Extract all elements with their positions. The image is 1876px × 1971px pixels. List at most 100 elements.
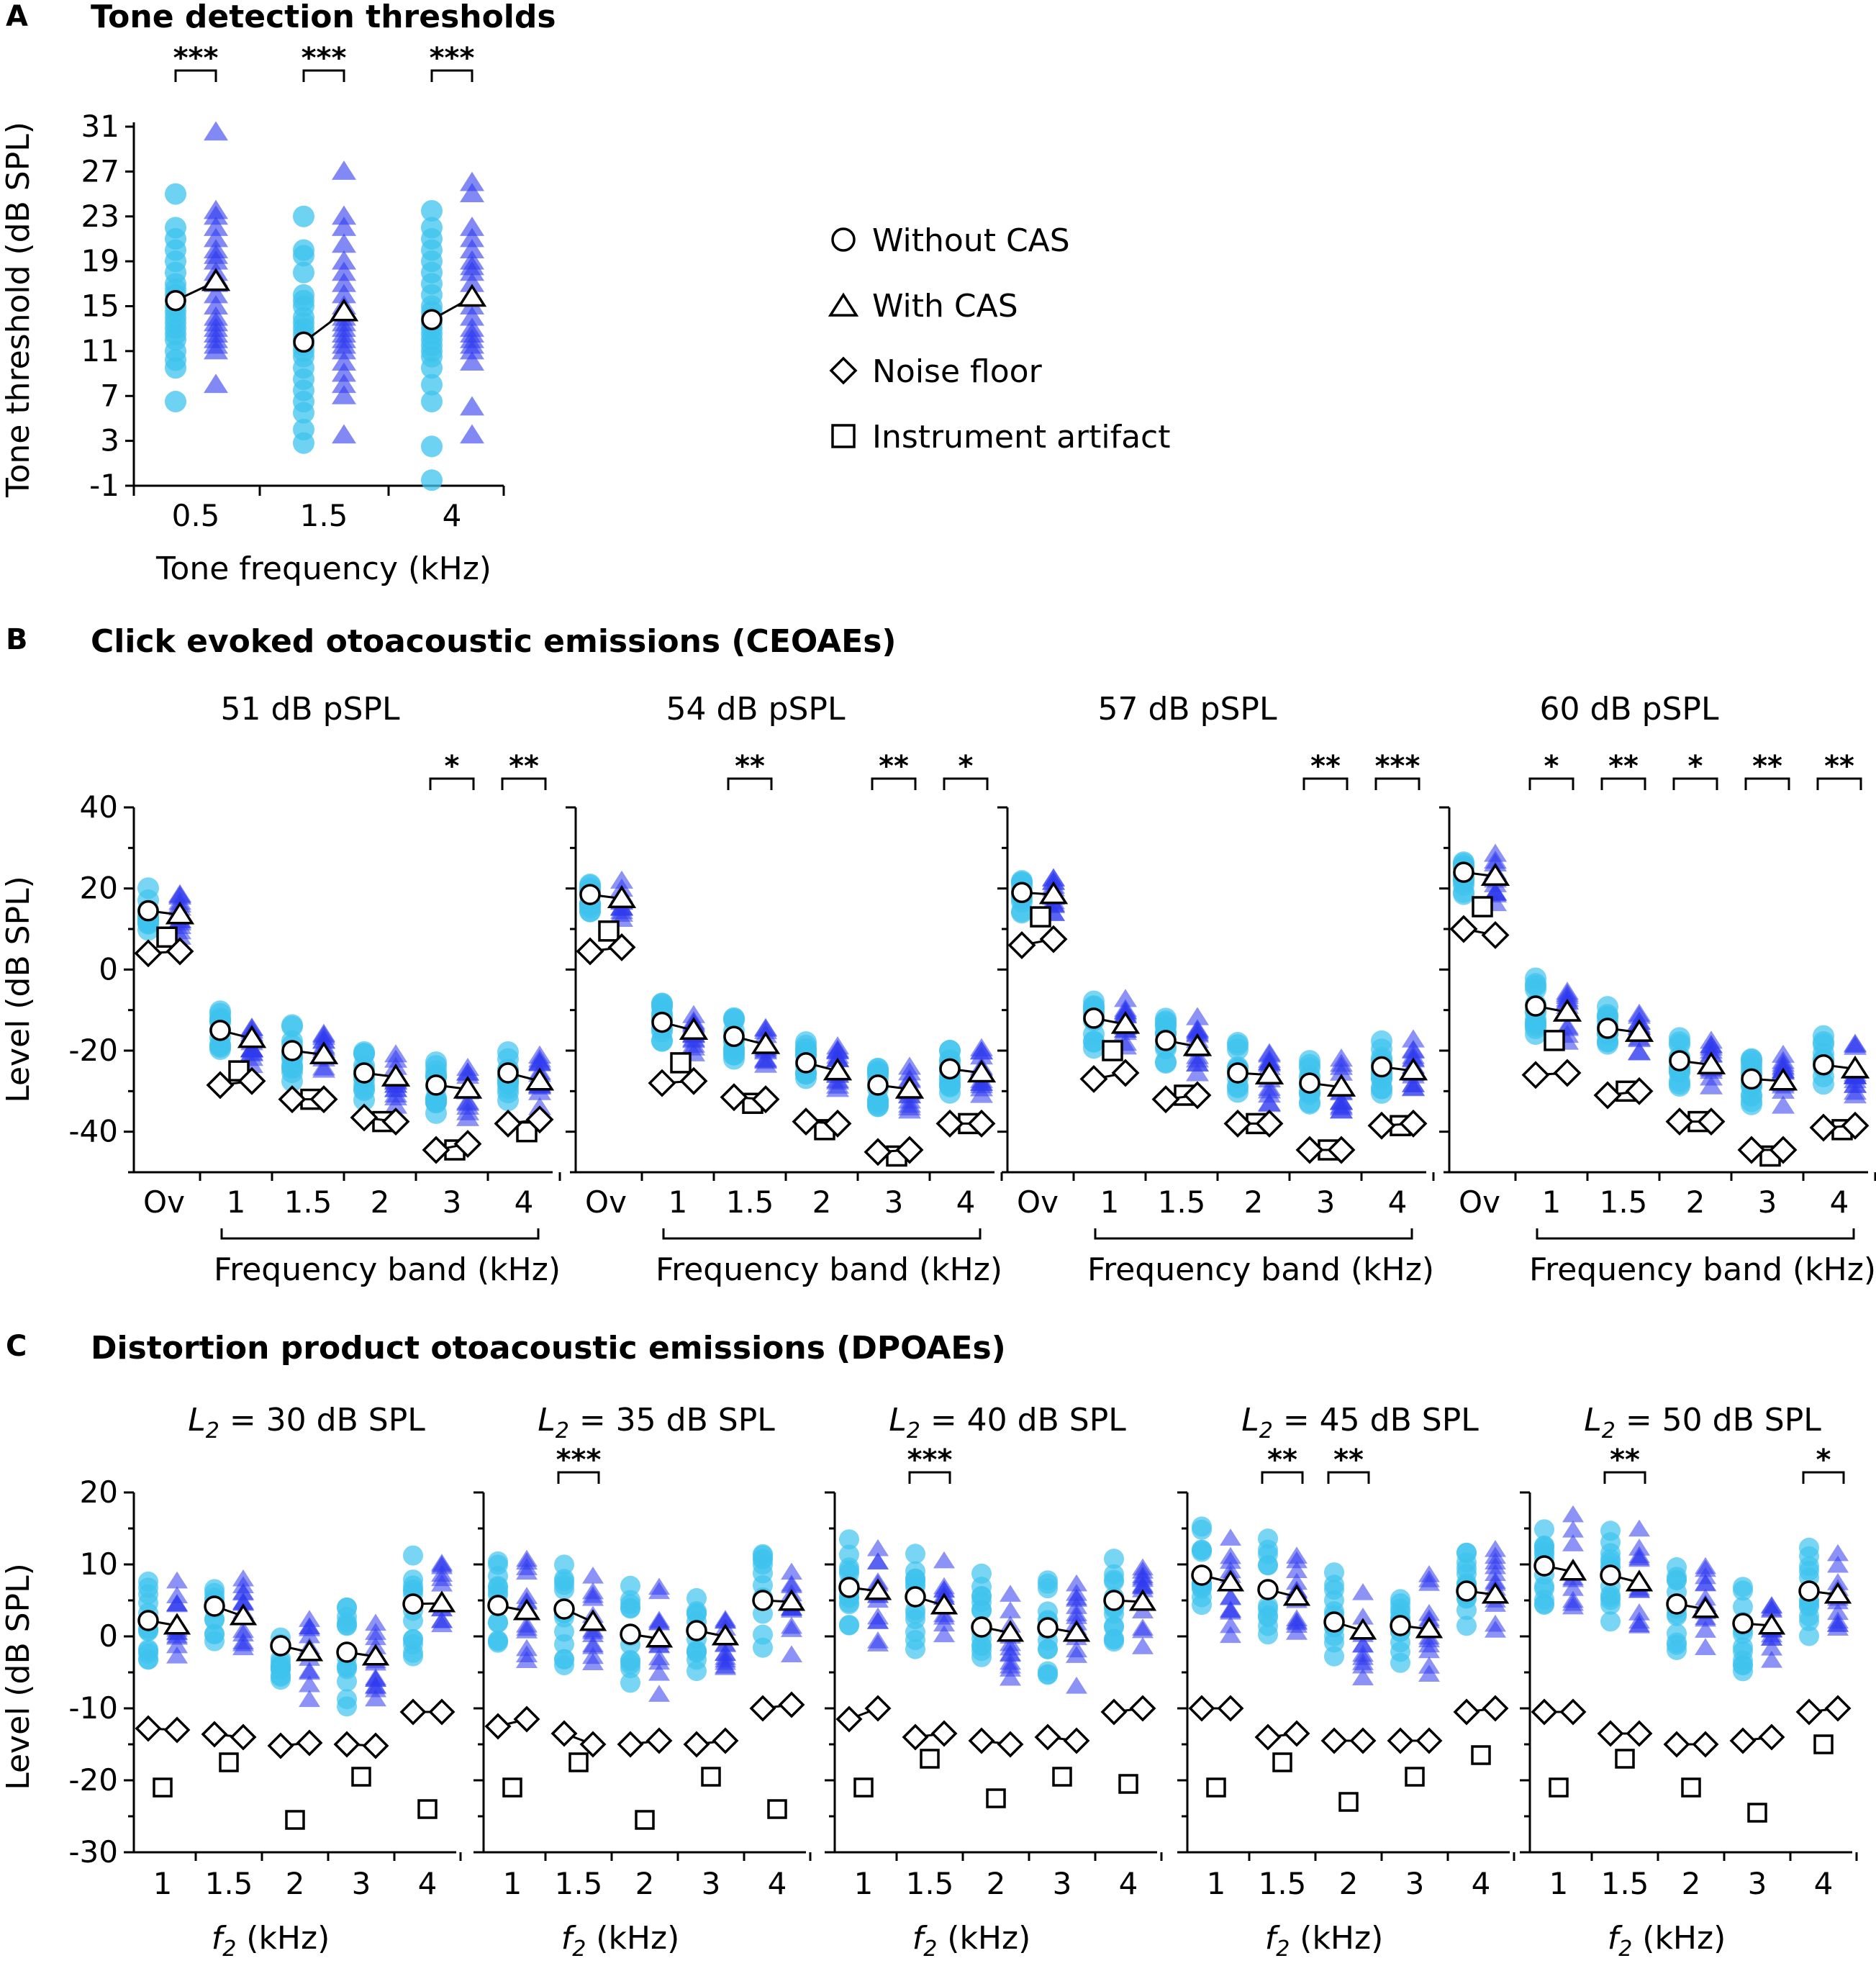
indiv-with-point bbox=[332, 351, 356, 371]
mean-without-point bbox=[723, 1025, 745, 1048]
panel-c-xtick-label: 1 bbox=[854, 1866, 874, 1901]
indiv-with-point bbox=[1352, 1635, 1374, 1653]
mean-with-point bbox=[930, 1592, 959, 1615]
indiv-without-point bbox=[1038, 1578, 1058, 1599]
indiv-with-point bbox=[1418, 1641, 1440, 1659]
mean-with-point bbox=[579, 1609, 607, 1631]
artifact-marker bbox=[1102, 1040, 1123, 1061]
indiv-with-point bbox=[460, 351, 484, 371]
panel-b-sig-bracket bbox=[1816, 777, 1862, 790]
indiv-without-point bbox=[488, 1551, 508, 1572]
indiv-with-point bbox=[460, 273, 484, 292]
panel-c-subtitle-sub: 2 bbox=[206, 1418, 219, 1444]
panel-b-sig-bracket bbox=[501, 777, 547, 790]
indiv-with-point bbox=[1352, 1608, 1374, 1625]
panel-c-subtitle-var: L bbox=[1584, 1402, 1602, 1438]
indiv-with-point bbox=[1042, 868, 1065, 887]
indiv-with-point bbox=[1827, 1544, 1849, 1562]
indiv-with-point bbox=[332, 284, 356, 304]
indiv-with-point bbox=[1186, 1063, 1209, 1082]
indiv-with-point bbox=[1286, 1561, 1308, 1579]
indiv-without-point bbox=[1667, 1557, 1687, 1578]
indiv-without-point bbox=[293, 261, 314, 284]
noise-floor-with bbox=[823, 1109, 852, 1138]
indiv-with-point bbox=[1186, 1019, 1209, 1038]
panel-c-xtick-label: 2 bbox=[635, 1866, 655, 1901]
artifact-marker bbox=[1544, 1030, 1565, 1051]
mean-with-point bbox=[823, 1057, 853, 1081]
mean-with-point bbox=[427, 1590, 456, 1613]
noise-floor-with bbox=[1841, 1111, 1870, 1140]
indiv-with-point bbox=[1114, 989, 1137, 1007]
indiv-without-point bbox=[281, 1015, 303, 1038]
indiv-with-point bbox=[1132, 1576, 1154, 1594]
indiv-without-point bbox=[1299, 1092, 1320, 1115]
noise-floor-without bbox=[550, 1720, 578, 1747]
panel-a-ytick-label: 11 bbox=[81, 333, 119, 368]
artifact-marker bbox=[598, 920, 620, 942]
indiv-with-point bbox=[867, 1539, 889, 1557]
artifact-marker bbox=[767, 1799, 787, 1819]
indiv-with-point bbox=[332, 373, 356, 394]
indiv-with-point bbox=[204, 121, 228, 141]
noise-floor-without bbox=[1367, 1111, 1396, 1140]
indiv-without-point bbox=[1456, 1542, 1477, 1563]
panel-c-subtitle-rest: = 35 dB SPL bbox=[569, 1402, 775, 1438]
indiv-with-point bbox=[516, 1651, 538, 1668]
mean-without-point bbox=[336, 1641, 358, 1663]
noise-floor-without bbox=[422, 1136, 450, 1164]
panel-c-ylabel: Level (dB SPL) bbox=[0, 1563, 37, 1790]
indiv-with-point bbox=[1220, 1616, 1241, 1634]
indiv-with-point bbox=[1827, 1603, 1849, 1621]
panel-b-plots: 40 20 0 -20 -40 Ov 1 1.5 2 3 4 Frequency band (kHz)… bbox=[68, 691, 1876, 1288]
artifact-marker bbox=[285, 1810, 305, 1830]
indiv-without-point bbox=[1324, 1646, 1344, 1667]
panel-a-xtick-label: 0.5 bbox=[172, 498, 220, 533]
noise-floor-without bbox=[484, 1713, 512, 1740]
panel-b-xtick-label: 1.5 bbox=[726, 1184, 774, 1220]
noise-floor-with bbox=[1559, 1698, 1587, 1726]
panel-c-xlabel-unit: (kHz) bbox=[236, 1920, 330, 1957]
mean-without-point bbox=[1525, 995, 1546, 1017]
panel-b-xtick-label: Ov bbox=[585, 1184, 627, 1220]
panel-b-ytick-label: -40 bbox=[68, 1114, 118, 1149]
legend-label: Instrument artifact bbox=[872, 419, 1171, 456]
noise-floor-with bbox=[579, 1731, 607, 1758]
panel-c-subtitle: L2 = 35 dB SPL bbox=[538, 1402, 775, 1444]
indiv-with-point bbox=[1000, 1601, 1021, 1618]
panel-b-xlabel: Frequency band (kHz) bbox=[1087, 1251, 1434, 1288]
noise-floor-without bbox=[333, 1731, 361, 1758]
panel-b-subtitle: 54 dB pSPL bbox=[666, 691, 846, 728]
panel-a-ytick-label: 15 bbox=[81, 289, 119, 324]
panel-a-ytick-label: 19 bbox=[81, 243, 119, 278]
noise-floor-with bbox=[895, 1136, 924, 1164]
artifact-marker bbox=[1052, 1767, 1072, 1787]
indiv-with-point bbox=[1186, 1053, 1209, 1071]
noise-floor-without bbox=[1188, 1695, 1215, 1722]
mean-without-point bbox=[686, 1620, 707, 1641]
mean-with-point bbox=[1840, 1055, 1870, 1079]
mean-with-point bbox=[679, 1017, 709, 1041]
indiv-without-point bbox=[1534, 1519, 1554, 1540]
indiv-with-point bbox=[1562, 1534, 1584, 1551]
indiv-with-point bbox=[1352, 1653, 1374, 1670]
panel-b-xtick-label: 3 bbox=[1316, 1184, 1336, 1220]
noise-floor-with bbox=[1039, 925, 1068, 953]
indiv-with-point bbox=[648, 1582, 670, 1600]
indiv-without-point bbox=[421, 435, 443, 458]
indiv-with-point bbox=[1695, 1559, 1716, 1577]
artifact-marker bbox=[1272, 1752, 1292, 1772]
indiv-with-point bbox=[1628, 1549, 1650, 1567]
indiv-with-point bbox=[867, 1551, 889, 1569]
indiv-with-point bbox=[1827, 1611, 1849, 1629]
mean-without-point bbox=[1732, 1613, 1754, 1634]
indiv-without-point bbox=[337, 1598, 357, 1618]
artifact-marker bbox=[568, 1752, 589, 1772]
noise-floor-without bbox=[1254, 1723, 1282, 1751]
panel-b-sig-bracket bbox=[1302, 777, 1349, 790]
indiv-with-point bbox=[332, 205, 356, 225]
panel-c-xtick-label: 4 bbox=[418, 1866, 438, 1901]
indiv-with-point bbox=[1772, 1056, 1795, 1074]
indiv-with-point bbox=[582, 1653, 604, 1671]
noise-floor-with bbox=[930, 1720, 958, 1747]
